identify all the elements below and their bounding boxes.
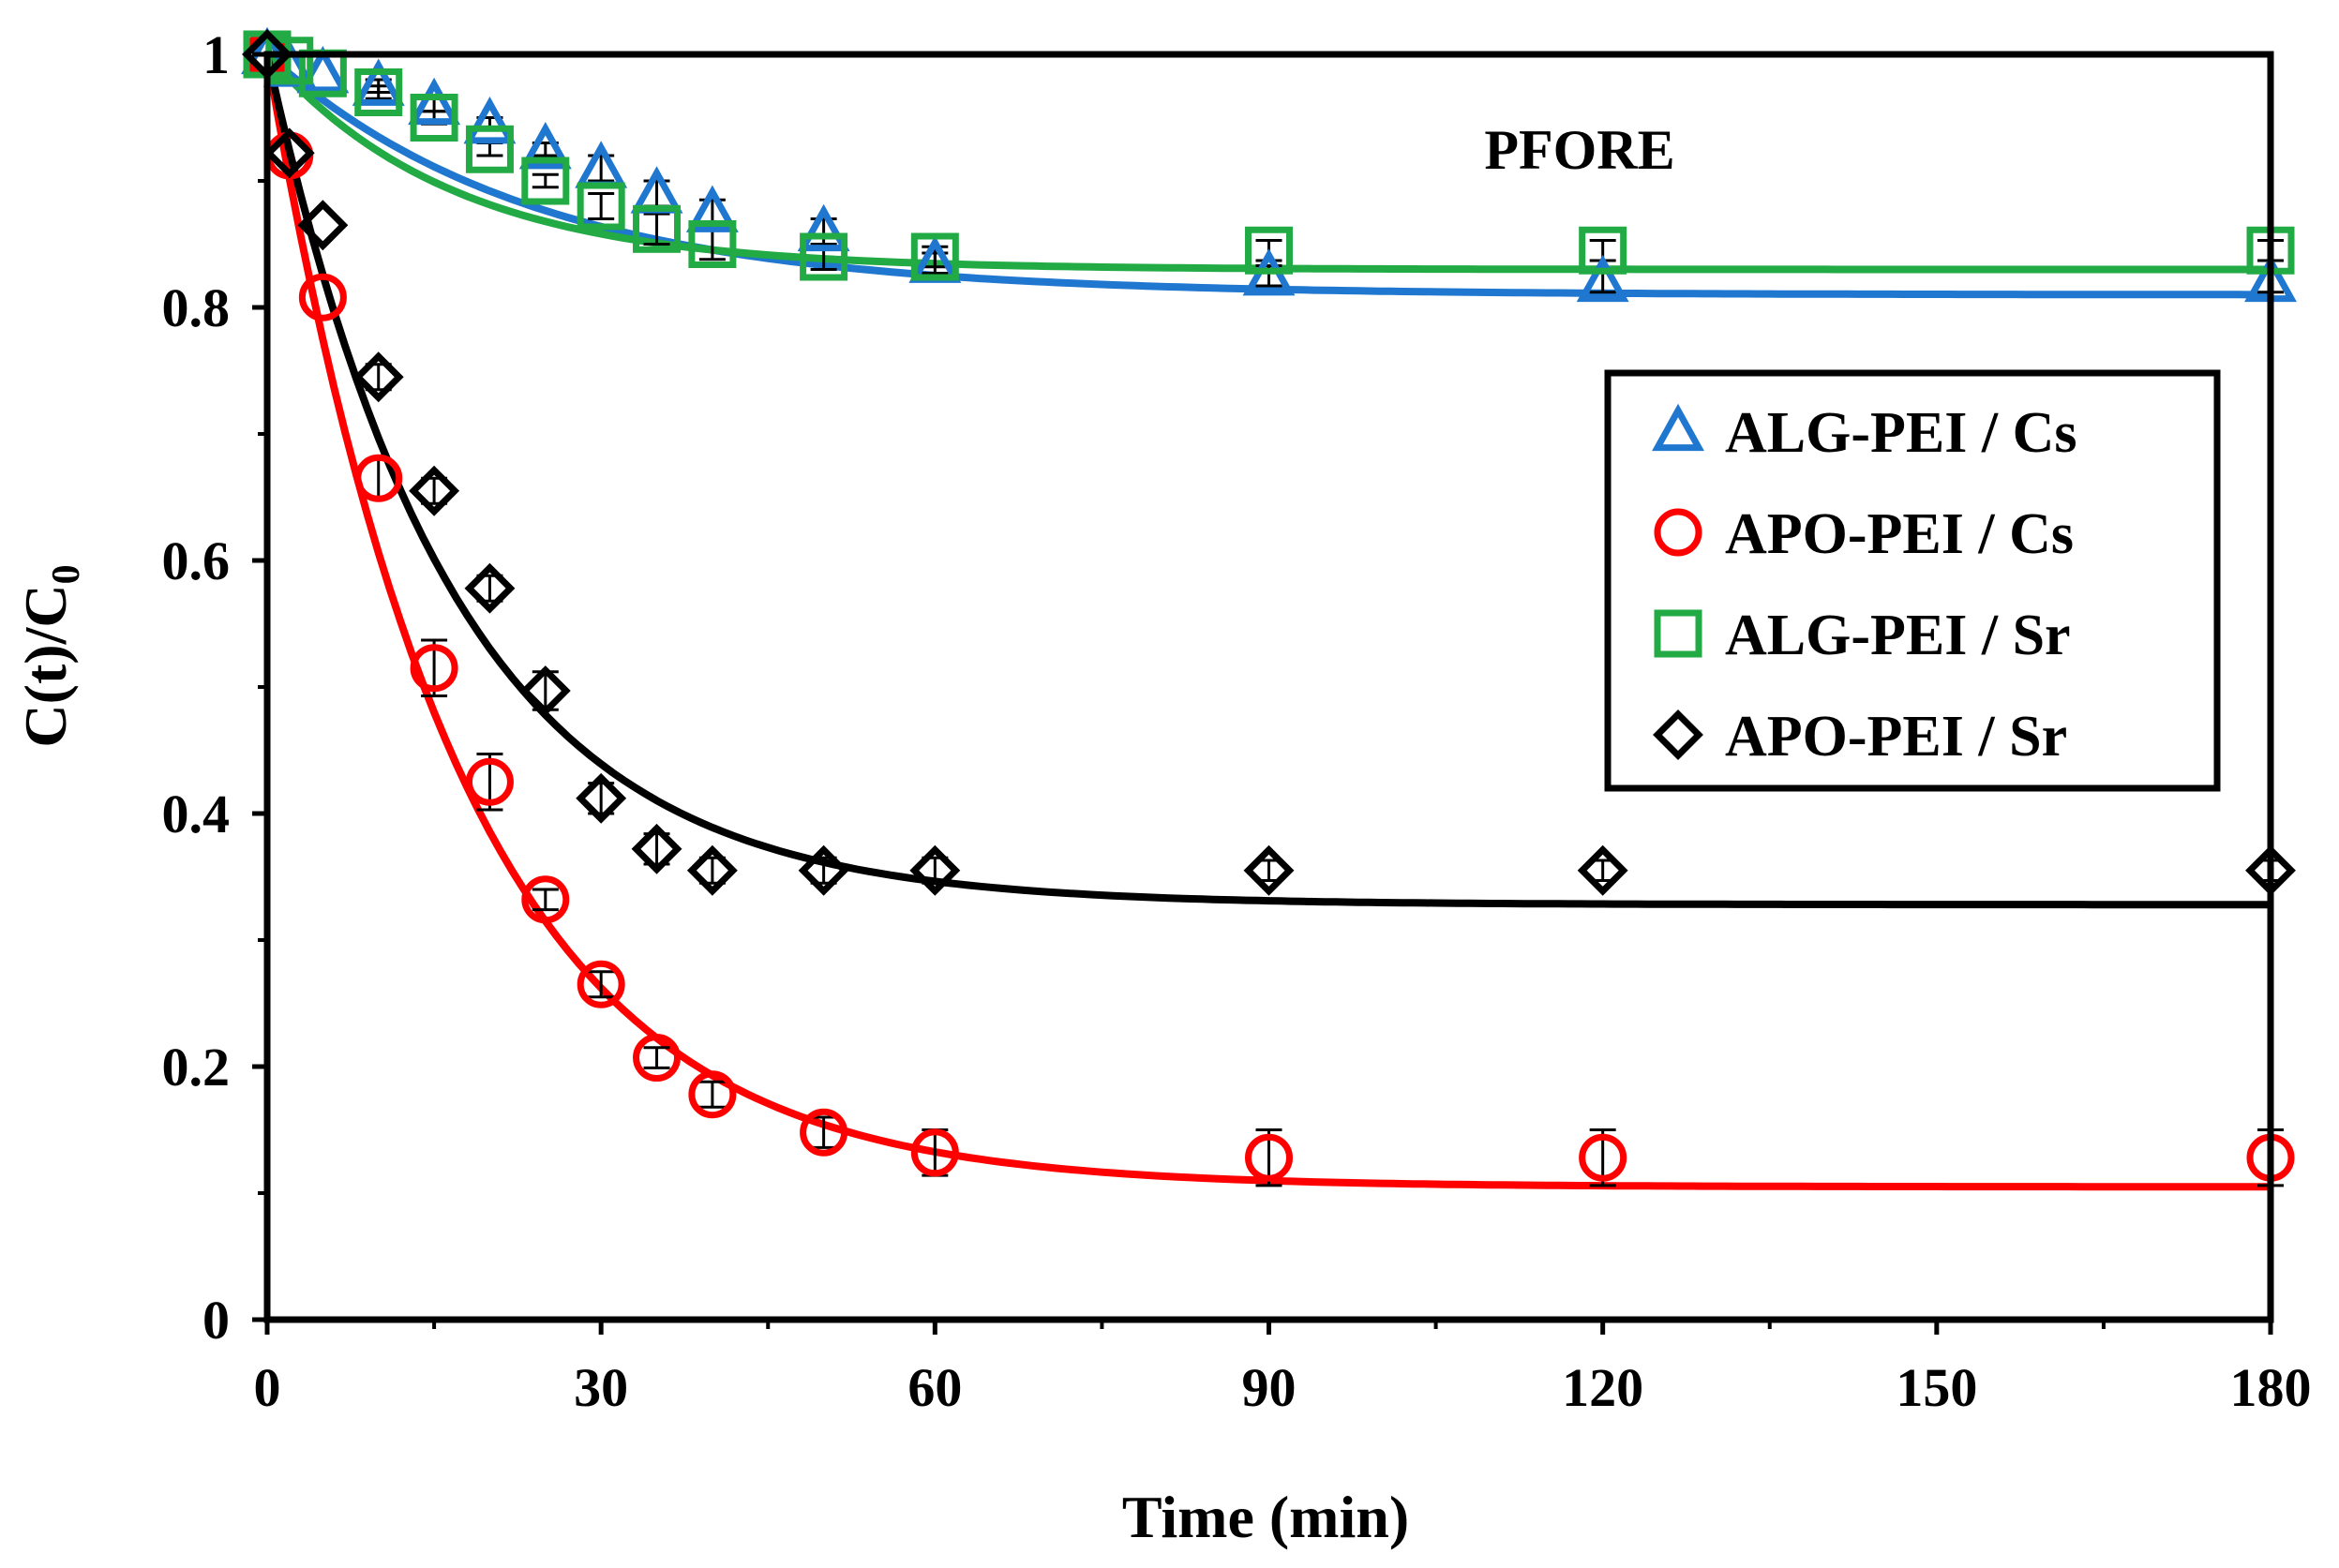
data-point-series-3 bbox=[521, 157, 570, 205]
data-point-series-2 bbox=[577, 960, 625, 1008]
y-tick-label: 0 bbox=[202, 1290, 230, 1351]
data-point-series-3 bbox=[910, 232, 959, 281]
data-point-series-3 bbox=[633, 204, 682, 253]
legend-item: ALG-PEI / Sr bbox=[1654, 604, 2071, 667]
y-tick-label: 0.2 bbox=[162, 1037, 231, 1098]
data-point-series-2 bbox=[465, 757, 514, 806]
data-point-series-1 bbox=[463, 97, 517, 144]
data-point-series-1 bbox=[518, 122, 572, 170]
data-point-series-2 bbox=[354, 454, 403, 502]
data-point-series-3 bbox=[1245, 226, 1293, 275]
data-point-series-1 bbox=[1576, 254, 1629, 303]
data-point-series-4 bbox=[297, 200, 349, 251]
legend-label: ALG-PEI / Cs bbox=[1725, 401, 2077, 465]
y-tick-label: 0.6 bbox=[162, 530, 231, 591]
legend-marker-triangle-icon bbox=[1652, 403, 1704, 452]
legend-box bbox=[1604, 369, 2221, 792]
data-point-series-1 bbox=[408, 77, 461, 126]
legend-item: ALG-PEI / Cs bbox=[1652, 401, 2077, 465]
error-bar bbox=[643, 1046, 670, 1069]
data-point-series-4 bbox=[1577, 844, 1628, 896]
data-point-series-1 bbox=[797, 203, 850, 252]
data-point-series-3 bbox=[410, 94, 458, 142]
data-point-series-4 bbox=[519, 665, 571, 716]
data-point-series-2 bbox=[410, 644, 458, 693]
legend-marker-circle-icon bbox=[1654, 508, 1702, 557]
error-bar bbox=[532, 888, 559, 912]
data-point-series-3 bbox=[800, 232, 848, 281]
data-point-series-2 bbox=[800, 1108, 848, 1157]
error-bar bbox=[698, 1080, 726, 1109]
y-axis-title: C(t)/C0 bbox=[12, 564, 88, 747]
error-bar bbox=[588, 970, 615, 999]
data-point-series-4 bbox=[909, 844, 961, 896]
fit-curve-series-4 bbox=[263, 53, 2271, 909]
legend-label: APO-PEI / Sr bbox=[1725, 705, 2067, 769]
data-point-series-4 bbox=[686, 844, 738, 896]
y-axis-title-subscript: 0 bbox=[45, 564, 88, 584]
data-point-series-4 bbox=[464, 562, 516, 614]
data-point-series-1 bbox=[352, 58, 405, 106]
data-point-series-3 bbox=[465, 125, 514, 173]
y-tick-label: 0.4 bbox=[162, 784, 231, 844]
data-point-series-2 bbox=[633, 1034, 682, 1083]
y-axis-title-main: C(t)/C bbox=[12, 584, 79, 747]
legend-item: APO-PEI / Sr bbox=[1653, 705, 2067, 769]
legend-label: ALG-PEI / Sr bbox=[1725, 604, 2071, 667]
data-point-series-4 bbox=[798, 844, 849, 896]
legend: ALG-PEI / Cs APO-PEI / Cs ALG-PEI / Sr APO-… bbox=[1604, 369, 2221, 792]
error-bar bbox=[532, 172, 559, 189]
y-tick-label: 0.8 bbox=[162, 277, 231, 338]
error-bar bbox=[476, 142, 503, 157]
data-point-series-4 bbox=[352, 351, 404, 403]
error-bar bbox=[643, 212, 670, 246]
y-tick-label: 1 bbox=[202, 24, 230, 85]
x-axis-title: Time (min) bbox=[1122, 1484, 1409, 1550]
legend-marker-square-icon bbox=[1654, 609, 1702, 658]
data-point-series-2 bbox=[298, 273, 347, 321]
x-tick-label: 30 bbox=[574, 1357, 628, 1418]
axes: 0 30 60 90 120 150 180 0 0.2 0.4 0.6 0.8 1 bbox=[162, 24, 2312, 1418]
data-point-series-4 bbox=[263, 127, 315, 179]
error-bar bbox=[588, 154, 615, 183]
data-point-series-3 bbox=[688, 220, 737, 268]
data-point-series-4 bbox=[409, 465, 460, 516]
data-point-series-2 bbox=[1579, 1133, 1627, 1182]
data-point-series-2 bbox=[1245, 1133, 1293, 1182]
data-point-series-2 bbox=[521, 875, 570, 924]
x-tick-label: 60 bbox=[907, 1357, 962, 1418]
x-tick-label: 180 bbox=[2230, 1357, 2312, 1418]
chart-annotation: PFORE bbox=[1484, 119, 1674, 181]
x-tick-label: 120 bbox=[1562, 1357, 1643, 1418]
x-tick-label: 0 bbox=[254, 1357, 281, 1418]
data-point-series-4 bbox=[1243, 844, 1295, 896]
error-bar bbox=[588, 192, 615, 220]
x-tick-label: 150 bbox=[1896, 1357, 1977, 1418]
legend-item: APO-PEI / Cs bbox=[1654, 502, 2074, 566]
data-point-series-1 bbox=[685, 185, 739, 232]
data-point-series-3 bbox=[577, 182, 625, 231]
legend-marker-diamond-icon bbox=[1653, 709, 1703, 760]
legend-label: APO-PEI / Cs bbox=[1725, 502, 2074, 566]
data-point-series-4 bbox=[631, 823, 682, 874]
data-point-series-4 bbox=[576, 772, 627, 824]
x-tick-label: 90 bbox=[1242, 1357, 1297, 1418]
data-point-series-3 bbox=[1579, 226, 1627, 275]
data-point-series-2 bbox=[688, 1070, 737, 1119]
data-point-series-3 bbox=[354, 68, 403, 116]
data-point-series-2 bbox=[910, 1128, 959, 1177]
